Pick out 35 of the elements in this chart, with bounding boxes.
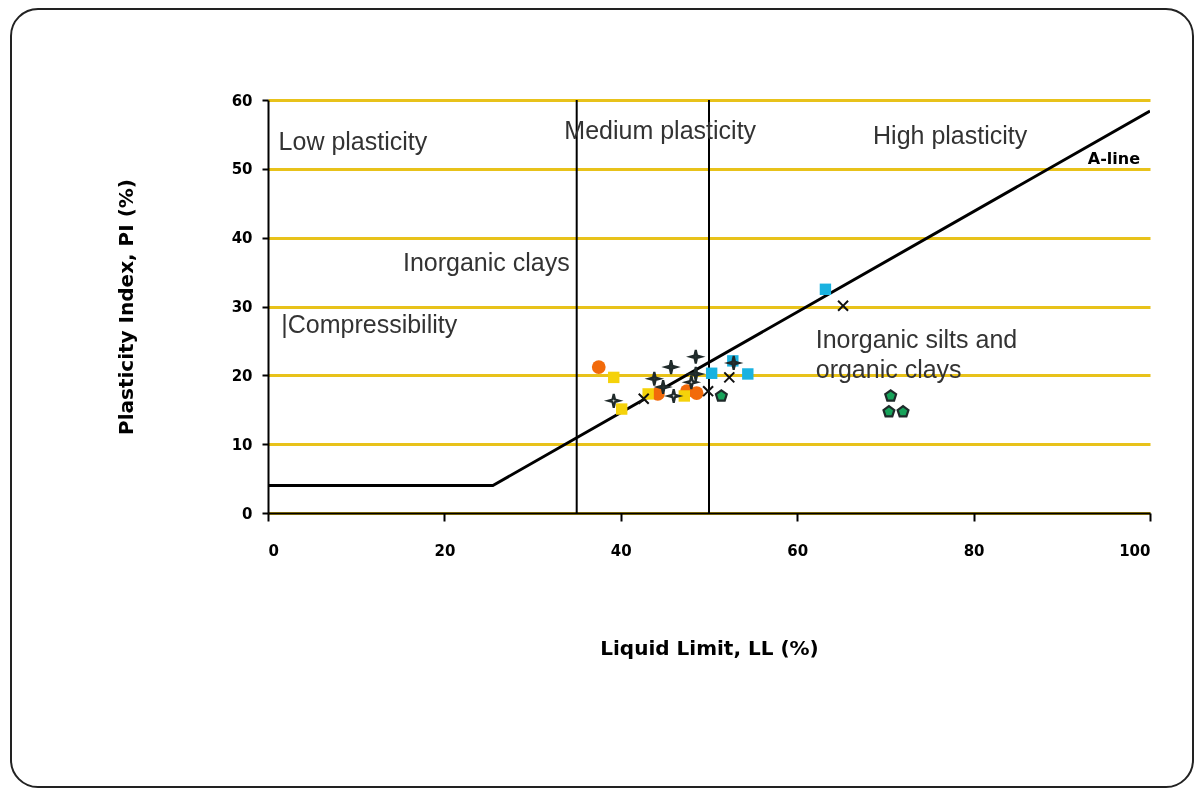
x-tick-label: 80 [963,541,985,560]
annotation: |Compressibility [281,310,458,339]
y-tick-label: 50 [231,160,253,179]
x-tick-label: 100 [1119,541,1151,560]
x-tick-label: 0 [268,541,279,560]
point [714,389,728,402]
annotation: Inorganic clays [402,248,570,277]
y-tick-label: 60 [231,91,253,110]
point [819,283,832,295]
x-tick-label: 40 [610,541,632,560]
point [837,300,849,312]
point [742,368,754,380]
series-label: A-line [1087,149,1141,169]
point [702,385,714,397]
point [882,405,896,418]
x-tick-label: 20 [434,541,456,560]
point [615,403,628,415]
y-tick-label: 40 [231,229,253,248]
y-axis-title: Plasticity Index, PI (%) [113,178,138,436]
annotation: High plasticity [873,120,1028,149]
y-tick-label: 20 [231,366,253,385]
x-tick-label: 60 [787,541,809,560]
point [884,389,898,402]
x-axis-title: Liquid Limit, LL (%) [600,635,819,660]
y-tick-label: 30 [231,298,253,316]
point [896,405,910,418]
point [608,371,620,384]
annotation: Low plasticity [278,126,428,155]
y-tick-label: 0 [242,504,253,523]
point [689,386,704,401]
point [723,371,735,384]
y-tick-label: 10 [231,435,253,454]
point [705,367,718,379]
point [678,390,690,402]
point [591,360,606,374]
